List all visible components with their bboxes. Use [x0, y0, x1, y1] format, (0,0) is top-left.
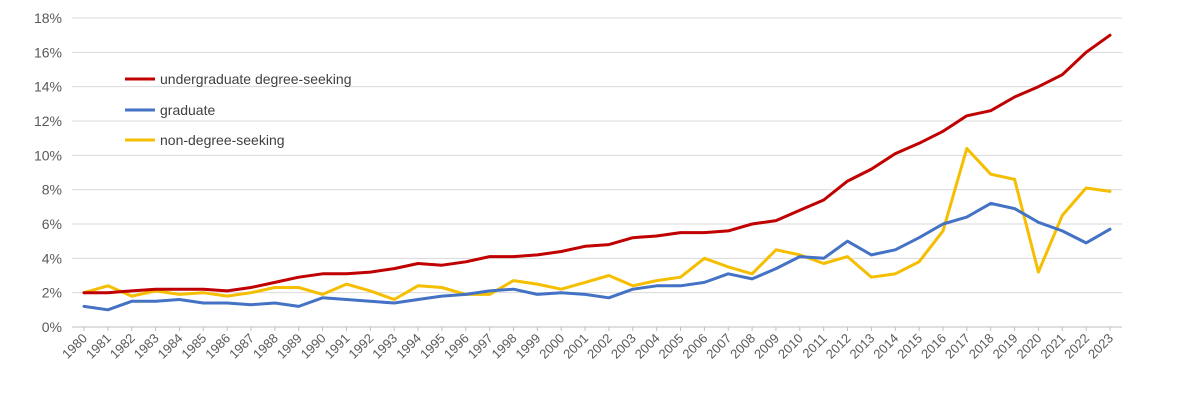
y-axis-tick-labels: 0% 2% 4% 6% 8% 10% 12% 14% 16% 18% — [34, 10, 62, 335]
series-line-graduate — [82, 201, 1112, 312]
x-tick-label: 2012 — [823, 331, 854, 362]
x-tick-label: 1990 — [298, 331, 329, 362]
legend: undergraduate degree-seeking graduate non-… — [125, 71, 351, 148]
x-tick-label: 2003 — [608, 331, 639, 362]
x-tick-label: 2023 — [1085, 331, 1116, 362]
x-tick-label: 2020 — [1013, 331, 1044, 362]
x-tick-label: 2015 — [894, 331, 925, 362]
x-tick-label: 2006 — [679, 331, 710, 362]
x-tick-label: 1994 — [393, 331, 424, 362]
x-tick-label: 1987 — [226, 331, 257, 362]
y-tick-label: 2% — [42, 285, 62, 301]
x-tick-label: 1981 — [83, 331, 114, 362]
x-tick-label: 2013 — [846, 331, 877, 362]
x-tick-label: 1996 — [441, 331, 472, 362]
gridlines — [72, 17, 1122, 331]
x-tick-label: 2022 — [1061, 331, 1092, 362]
x-tick-label: 1988 — [250, 331, 281, 362]
y-tick-label: 16% — [34, 44, 62, 60]
series-lines — [82, 33, 1112, 312]
x-tick-label: 1982 — [107, 331, 138, 362]
x-tick-label: 2017 — [942, 331, 973, 362]
x-tick-label: 1989 — [274, 331, 305, 362]
x-tick-label: 1995 — [417, 331, 448, 362]
legend-label: non-degree-seeking — [160, 132, 285, 148]
x-tick-label: 1992 — [345, 331, 376, 362]
x-tick-label: 1991 — [322, 331, 353, 362]
x-tick-label: 2018 — [966, 331, 997, 362]
y-tick-label: 0% — [42, 319, 62, 335]
x-tick-label: 1997 — [465, 331, 496, 362]
legend-label: undergraduate degree-seeking — [160, 71, 351, 87]
x-tick-label: 2014 — [870, 331, 901, 362]
y-tick-label: 10% — [34, 147, 62, 163]
x-tick-label: 2010 — [775, 331, 806, 362]
y-tick-label: 18% — [34, 10, 62, 26]
x-tick-label: 1993 — [369, 331, 400, 362]
x-tick-label: 1999 — [512, 331, 543, 362]
y-tick-label: 6% — [42, 216, 62, 232]
y-tick-label: 4% — [42, 250, 62, 266]
y-tick-label: 8% — [42, 182, 62, 198]
x-tick-label: 2016 — [918, 331, 949, 362]
x-tick-label: 1986 — [202, 331, 233, 362]
x-tick-label: 1980 — [59, 331, 90, 362]
x-tick-label: 2011 — [799, 331, 829, 361]
x-tick-label: 2008 — [727, 331, 758, 362]
x-tick-label: 2002 — [584, 331, 615, 362]
y-tick-label: 14% — [34, 79, 62, 95]
y-tick-label: 12% — [34, 113, 62, 129]
x-axis-tick-labels: 1980198119821983198419851986198719881989… — [59, 331, 1116, 362]
x-tick-label: 2009 — [751, 331, 782, 362]
legend-label: graduate — [160, 102, 215, 118]
x-tick-label: 1984 — [155, 331, 186, 362]
x-tick-label: 2000 — [536, 331, 567, 362]
x-tick-label: 2005 — [656, 331, 687, 362]
x-tick-label: 2004 — [632, 331, 663, 362]
x-tick-label: 2001 — [560, 331, 591, 362]
series-line-non-degree-seeking — [82, 147, 1112, 301]
series-line-undergraduate-degree-seeking — [82, 33, 1112, 295]
x-tick-label: 2019 — [990, 331, 1021, 362]
x-tick-label: 1983 — [131, 331, 162, 362]
x-tick-label: 1985 — [178, 331, 209, 362]
x-tick-label: 2007 — [703, 331, 734, 362]
x-tick-label: 1998 — [489, 331, 520, 362]
x-tick-label: 2021 — [1037, 331, 1068, 362]
